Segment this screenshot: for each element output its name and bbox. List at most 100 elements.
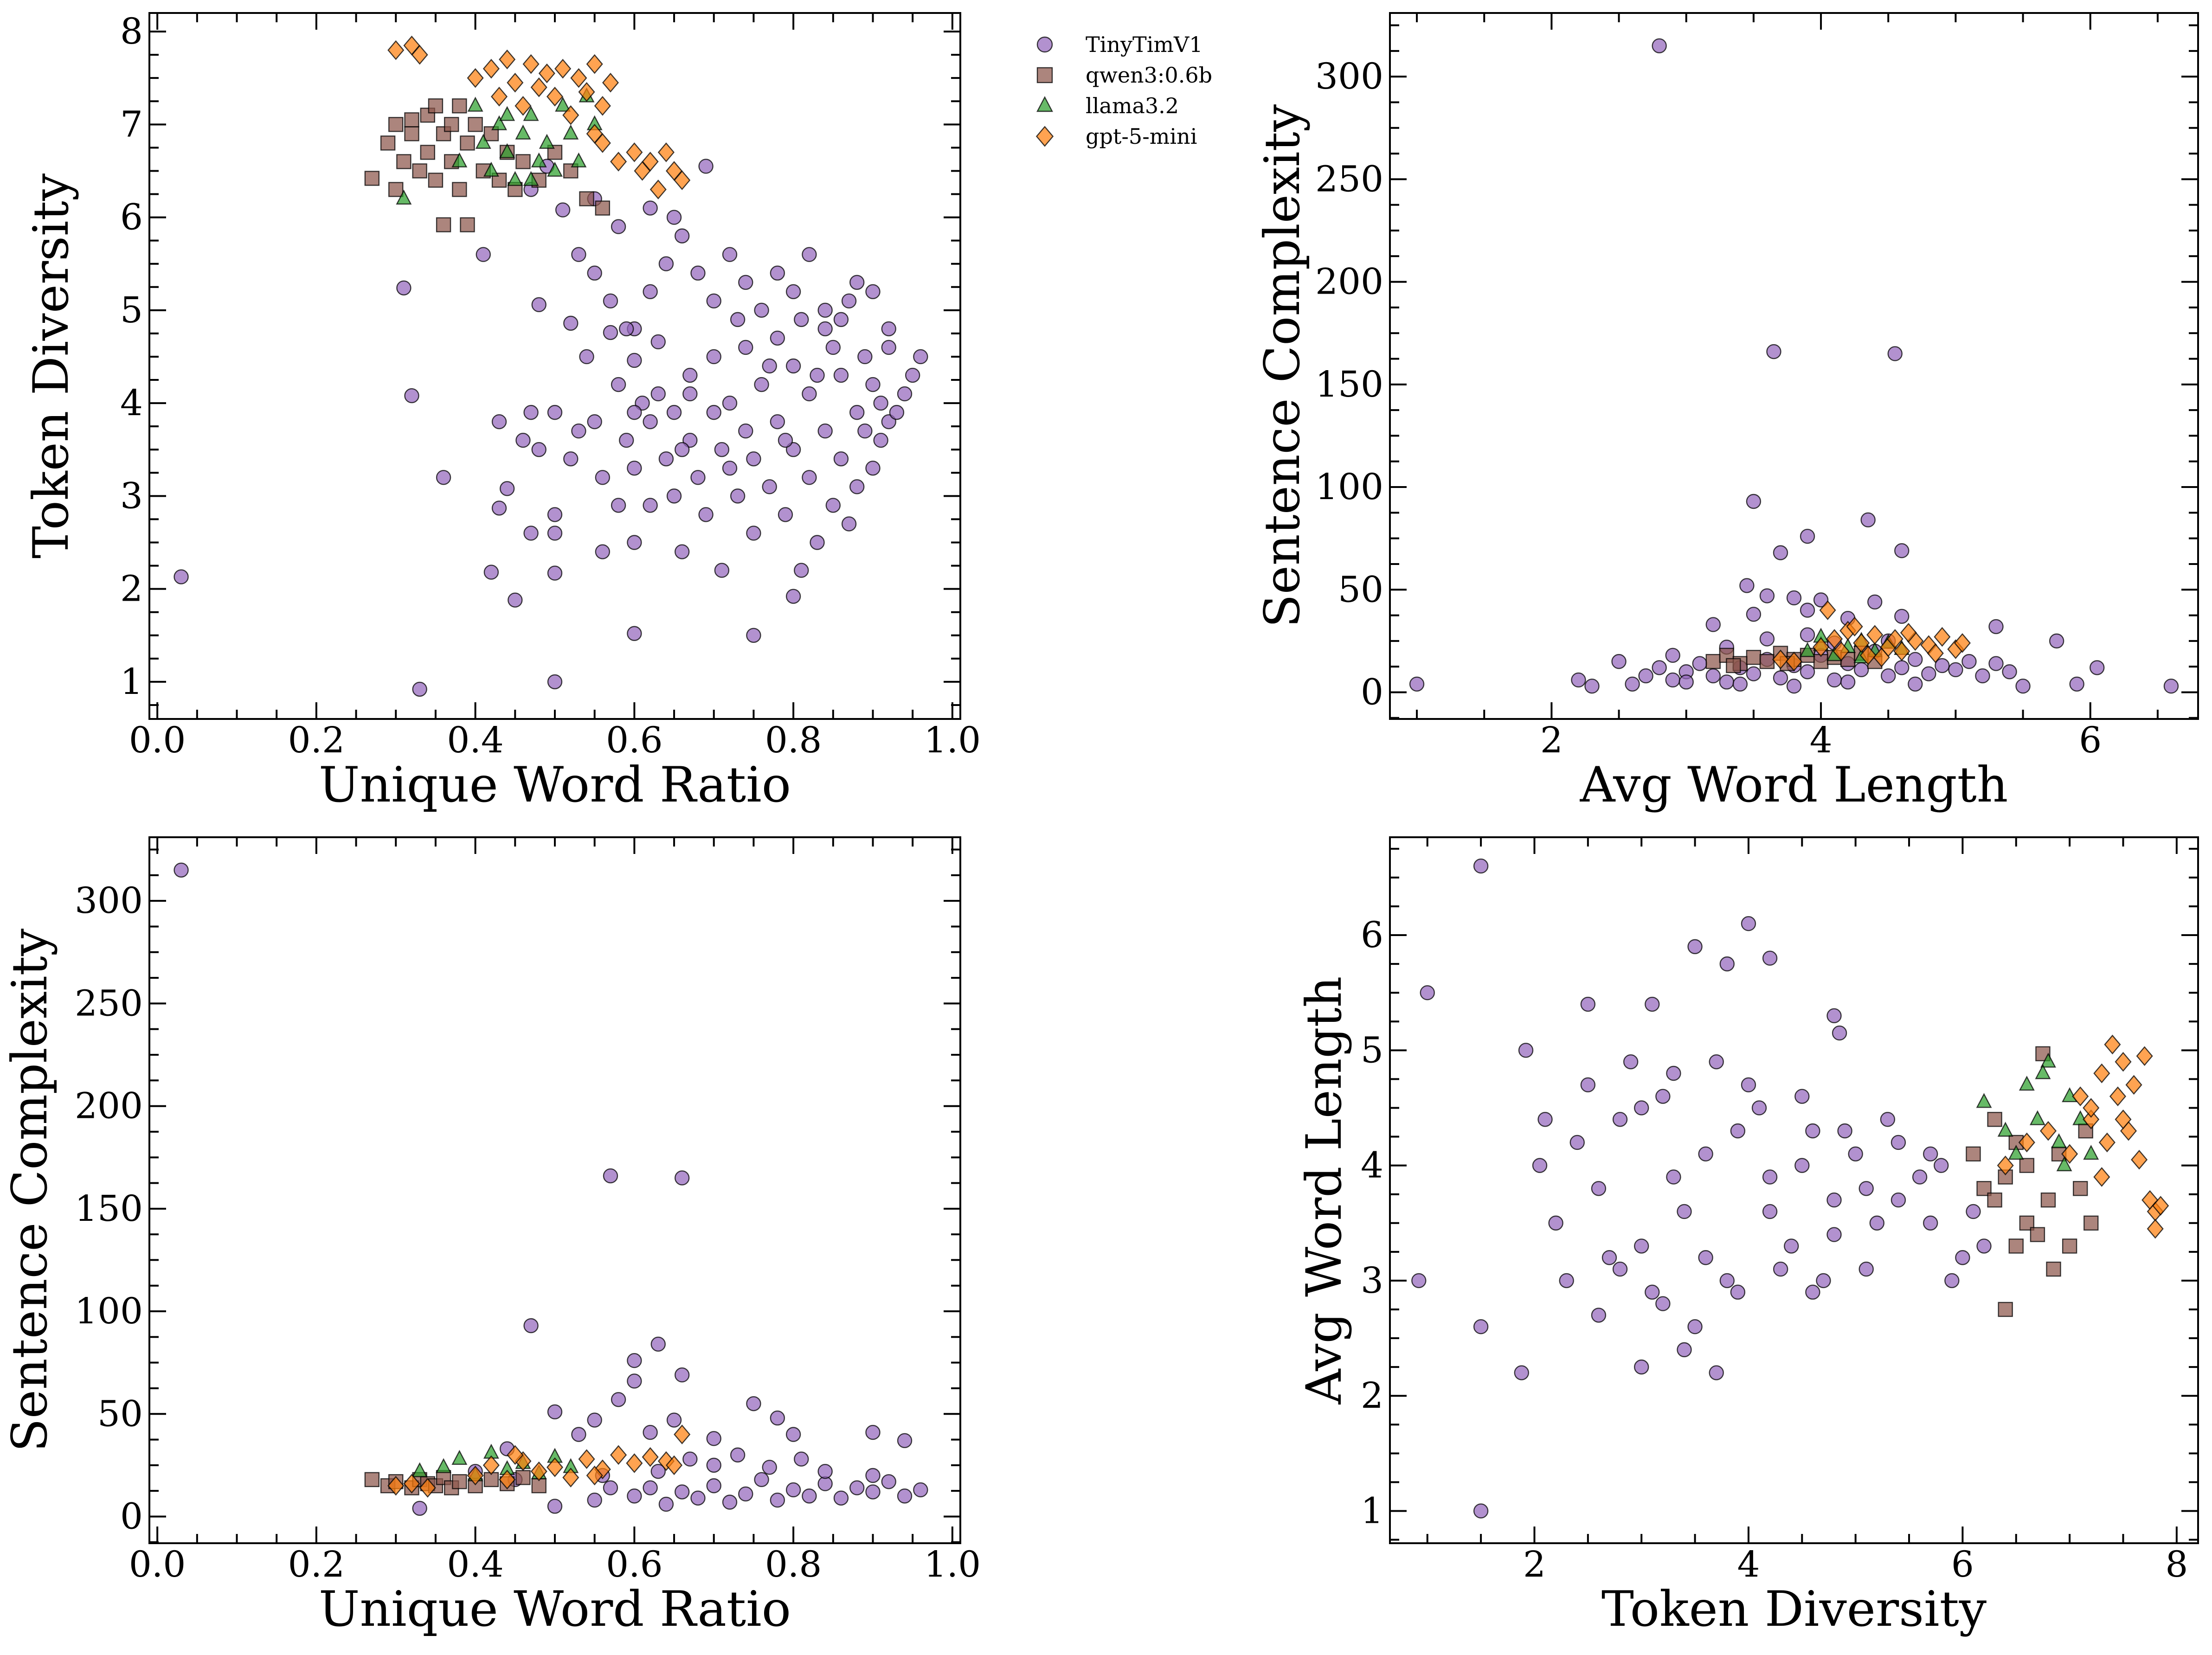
data-point — [2019, 1075, 2035, 1091]
data-point — [2056, 1156, 2072, 1172]
data-point — [387, 1475, 405, 1496]
data-point — [1746, 666, 1762, 681]
points-layer — [1409, 38, 2179, 694]
data-point — [2131, 1149, 2148, 1170]
data-point — [643, 200, 658, 216]
x-tick-label: 4 — [1737, 1544, 1760, 1585]
y-tick-label: 7 — [120, 104, 143, 145]
data-point — [698, 159, 714, 174]
series-gpt-5-mini — [387, 1424, 691, 1498]
data-point — [1826, 1192, 1842, 1208]
series-gpt-5-mini — [1997, 1034, 2169, 1239]
data-point — [754, 302, 769, 318]
data-point — [619, 433, 634, 448]
data-point — [1805, 1284, 1820, 1300]
data-point — [2147, 1219, 2164, 1239]
data-point — [1514, 1365, 1529, 1380]
data-point — [2115, 1109, 2132, 1129]
data-point — [674, 544, 690, 559]
data-point — [754, 377, 769, 392]
data-point — [547, 1404, 563, 1420]
data-point — [1881, 668, 1896, 684]
data-point — [490, 86, 508, 107]
legend-label: gpt-5-mini — [1086, 124, 1197, 149]
data-point — [1927, 643, 1944, 663]
data-point — [1813, 592, 1829, 608]
data-point — [738, 423, 753, 439]
y-tick-label: 200 — [75, 1086, 143, 1127]
data-point — [1786, 590, 1802, 606]
data-point — [722, 1495, 738, 1510]
data-point — [1741, 1077, 1756, 1093]
data-point — [873, 395, 888, 411]
data-point — [587, 265, 602, 281]
data-point — [476, 247, 491, 262]
data-point — [706, 349, 721, 365]
series-tinytimv1 — [1409, 38, 2179, 694]
x-axis-title: Token Diversity — [1601, 1581, 1987, 1637]
data-point — [1794, 1158, 1810, 1173]
data-point — [587, 414, 602, 430]
y-tick-label: 4 — [120, 383, 143, 424]
data-point — [1611, 654, 1627, 669]
data-point — [499, 1469, 516, 1490]
data-point — [531, 442, 547, 457]
data-point — [1890, 1192, 1906, 1208]
data-point — [849, 1480, 865, 1495]
y-tick-label: 100 — [1315, 467, 1383, 508]
y-tick-label: 2 — [1361, 1375, 1383, 1417]
data-point — [611, 498, 626, 513]
data-point — [2098, 1132, 2116, 1153]
data-point — [1805, 1123, 1820, 1139]
data-point — [1785, 651, 1803, 672]
data-point — [1935, 658, 1950, 674]
x-tick-label: 0.6 — [606, 1544, 662, 1585]
data-point — [1473, 1319, 1489, 1334]
data-point — [483, 161, 499, 177]
x-tick-label: 0.2 — [288, 1544, 345, 1585]
y-axis-title: Token Diversity — [23, 173, 79, 558]
data-point — [1409, 676, 1425, 692]
y-axis-title: Sentence Complexity — [1254, 104, 1311, 628]
data-point — [419, 1478, 436, 1498]
data-point — [1645, 1284, 1660, 1300]
data-point — [1826, 629, 1843, 649]
data-point — [1955, 1250, 1970, 1265]
data-point — [1739, 578, 1755, 593]
data-point — [2152, 1196, 2169, 1216]
data-point — [563, 124, 579, 140]
data-point — [1819, 600, 1836, 620]
data-point — [1420, 985, 1435, 1001]
data-point — [610, 152, 627, 172]
data-point — [1873, 647, 1890, 667]
data-point — [849, 275, 865, 290]
data-point — [841, 516, 857, 532]
data-point — [578, 82, 595, 102]
data-point — [762, 1460, 777, 1475]
x-tick-label: 1.0 — [924, 1544, 981, 1585]
data-point — [1655, 1089, 1671, 1104]
data-point — [1687, 1319, 1703, 1334]
data-point — [412, 681, 427, 697]
data-point — [603, 1168, 618, 1184]
data-point — [412, 163, 427, 179]
data-point — [1800, 642, 1816, 657]
data-point — [658, 451, 674, 467]
series-tinytimv1 — [174, 862, 928, 1516]
data-point — [1741, 916, 1756, 931]
data-point — [2090, 660, 2105, 675]
data-point — [1832, 1025, 1847, 1041]
y-tick-label: 150 — [75, 1188, 143, 1230]
points-layer — [174, 35, 928, 697]
y-tick-label: 5 — [1361, 1030, 1383, 1071]
data-point — [650, 386, 666, 402]
data-point — [1559, 1273, 1574, 1289]
data-point — [404, 388, 419, 404]
data-point — [1859, 645, 1877, 666]
y-tick-label: 5 — [120, 290, 143, 331]
data-point — [1988, 619, 2004, 635]
data-point — [1772, 649, 1789, 670]
x-tick-label: 8 — [2165, 1544, 2188, 1585]
x-tick-label: 2 — [1540, 720, 1563, 761]
data-point — [1961, 654, 1977, 669]
